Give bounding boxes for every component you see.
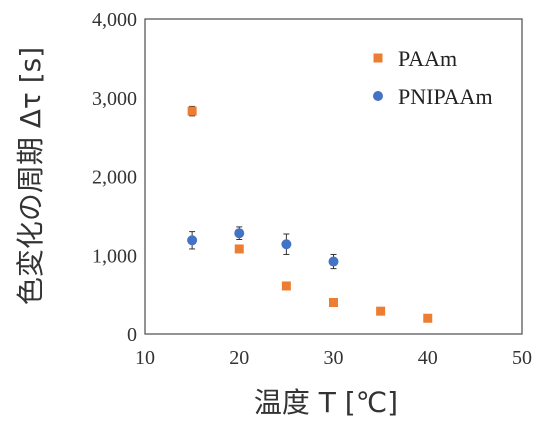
data-point-paam <box>376 306 386 316</box>
legend-label: PAAm <box>398 46 457 71</box>
y-tick-label: 0 <box>127 324 137 346</box>
y-tick-label: 4,000 <box>92 9 137 31</box>
y-tick-label: 1,000 <box>92 245 137 267</box>
legend-marker-square <box>373 53 383 63</box>
data-point-pnipaam <box>187 235 198 246</box>
legend-marker-circle <box>373 91 383 101</box>
x-tick-label: 50 <box>512 347 532 369</box>
data-point-paam <box>329 298 338 307</box>
data-point-pnipaam <box>234 228 245 239</box>
x-tick-label: 20 <box>229 347 249 369</box>
y-axis-label: 色変化の周期 Δτ [s] <box>14 47 47 305</box>
plot-frame <box>144 18 523 335</box>
data-point-paam <box>187 106 197 116</box>
x-axis-label: 温度 T [℃] <box>254 386 398 419</box>
data-point-paam <box>281 281 291 291</box>
data-point-pnipaam <box>328 256 339 267</box>
x-tick-label: 40 <box>418 347 438 369</box>
x-tick-label: 10 <box>135 347 155 369</box>
y-tick-label: 3,000 <box>92 88 137 110</box>
data-point-paam <box>234 244 244 254</box>
data-point-pnipaam <box>281 239 292 250</box>
legend-label: PNIPAAm <box>398 84 493 109</box>
x-tick-label: 30 <box>324 347 344 369</box>
y-tick-label: 2,000 <box>92 167 137 189</box>
data-point-paam <box>423 313 433 323</box>
